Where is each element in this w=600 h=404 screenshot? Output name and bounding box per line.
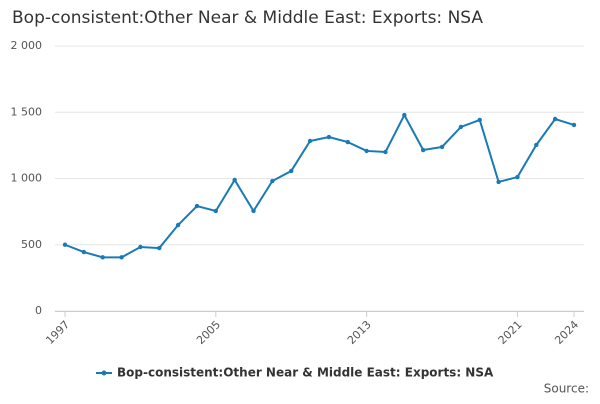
point: [100, 255, 105, 260]
point: [194, 203, 200, 209]
point: [496, 179, 501, 185]
source: Source:: [544, 382, 589, 396]
point: [175, 222, 181, 228]
point: [477, 117, 482, 123]
y-tick-label: 2 000: [11, 39, 43, 52]
y-tick-label: 1 000: [11, 172, 43, 185]
point: [364, 148, 369, 154]
point: [439, 144, 445, 150]
point: [534, 142, 539, 148]
point: [552, 116, 558, 122]
chart-title: Bop-consistent:Other Near & Middle East:…: [12, 8, 483, 28]
series-line: [64, 112, 575, 259]
x-tick-label: 2005: [194, 318, 223, 347]
point: [119, 255, 124, 260]
y-tick-label: 500: [21, 238, 42, 251]
point: [515, 174, 520, 180]
x-tick-label: 2021: [496, 318, 525, 347]
point: [270, 178, 275, 184]
point: [138, 244, 143, 250]
legend-symbol-dot: [101, 370, 107, 376]
point: [157, 245, 162, 251]
point: [326, 134, 332, 140]
point: [307, 138, 313, 144]
x-tick-label: 2024: [552, 318, 581, 347]
point: [213, 208, 219, 214]
point: [458, 124, 464, 130]
y-tick-label: 0: [35, 304, 42, 317]
x-tick-label: 1997: [43, 318, 72, 347]
point: [62, 242, 68, 247]
point: [571, 122, 577, 128]
legend-label: Bop-consistent:Other Near & Middle East:…: [117, 366, 494, 380]
point: [402, 112, 407, 118]
point: [81, 249, 87, 255]
point: [232, 177, 237, 183]
point: [251, 208, 256, 214]
point: [345, 139, 350, 145]
x-tick-label: 2013: [345, 318, 374, 347]
point: [420, 147, 426, 153]
point: [383, 149, 388, 155]
point: [289, 168, 294, 174]
y-tick-label: 1 500: [11, 105, 43, 118]
